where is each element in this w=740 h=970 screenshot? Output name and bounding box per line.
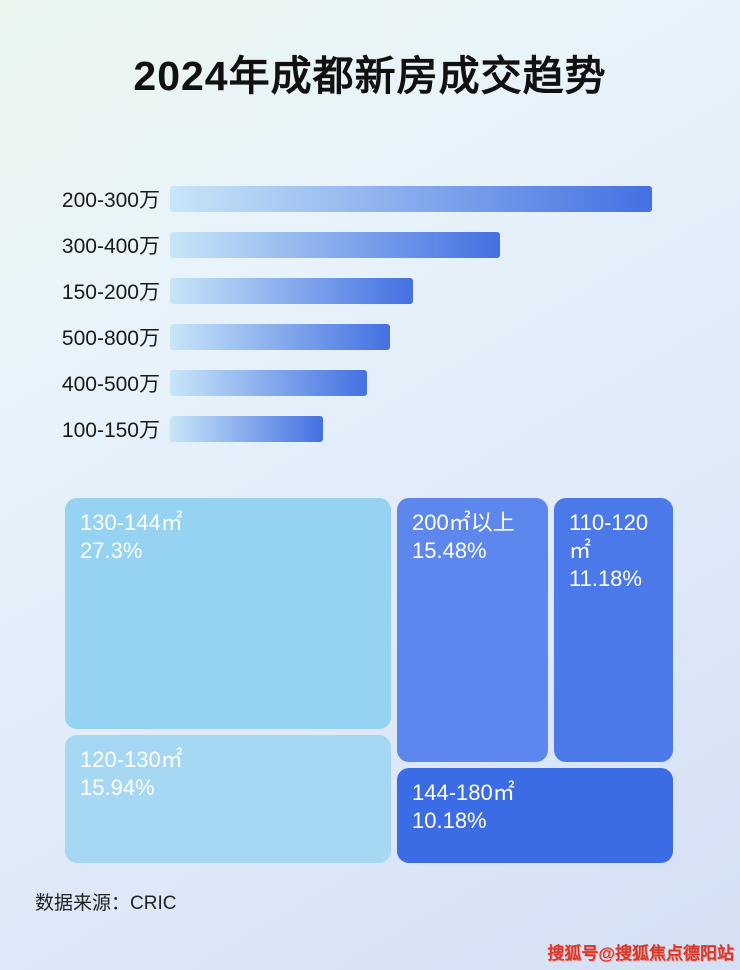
treemap-block-label: 130-144㎡ [80, 510, 183, 535]
treemap-block-label: 200㎡以上 [412, 510, 515, 535]
treemap-block-label: 110-120㎡ [569, 510, 649, 563]
area-treemap: 130-144㎡ 27.3% 120-130㎡ 15.94% 200㎡以上 15… [65, 498, 673, 863]
bar [170, 416, 323, 442]
bar [170, 278, 413, 304]
bar-category-label: 400-500万 [61, 373, 160, 396]
bar-category-label: 200-300万 [61, 189, 160, 212]
price-bar-chart: 200-300万 300-400万 150-200万 500-800万 400-… [30, 186, 652, 462]
treemap-block-120-130: 120-130㎡ 15.94% [65, 735, 391, 863]
bar-row: 300-400万 [30, 232, 652, 258]
treemap-block-label: 120-130㎡ [80, 747, 183, 772]
treemap-block-value: 10.18% [412, 808, 487, 833]
bar-category-label: 150-200万 [61, 281, 160, 304]
watermark-text: 搜狐号@搜狐焦点德阳站 [547, 944, 734, 963]
treemap-block-110-120: 110-120㎡ 11.18% [554, 498, 673, 762]
treemap-block-value: 27.3% [80, 538, 143, 563]
treemap-block-value: 15.94% [80, 775, 155, 800]
data-source-note: 数据来源：CRIC [35, 893, 177, 914]
treemap-block-value: 11.18% [569, 566, 642, 591]
treemap-block-label: 144-180㎡ [412, 780, 515, 805]
treemap-block-144-180: 144-180㎡ 10.18% [397, 768, 673, 863]
bar [170, 324, 390, 350]
bar-category-label: 100-150万 [61, 419, 160, 442]
treemap-block-130-144: 130-144㎡ 27.3% [65, 498, 391, 729]
bar-row: 150-200万 [30, 278, 652, 304]
bar-category-label: 300-400万 [61, 235, 160, 258]
bar [170, 370, 367, 396]
page-title: 2024年成都新房成交趋势 [133, 53, 607, 99]
bar [170, 232, 500, 258]
treemap-block-value: 15.48% [412, 538, 487, 563]
treemap-block-200-plus: 200㎡以上 15.48% [397, 498, 548, 762]
treemap-left-column: 130-144㎡ 27.3% 120-130㎡ 15.94% [65, 498, 391, 863]
treemap-right-column: 200㎡以上 15.48% 110-120㎡ 11.18% 144-180㎡ 1… [397, 498, 673, 863]
bar-row: 200-300万 [30, 186, 652, 212]
treemap-top-row: 200㎡以上 15.48% 110-120㎡ 11.18% [397, 498, 673, 762]
bar-row: 400-500万 [30, 370, 652, 396]
bar-row: 500-800万 [30, 324, 652, 350]
bar [170, 186, 652, 212]
bar-category-label: 500-800万 [61, 327, 160, 350]
bar-row: 100-150万 [30, 416, 652, 442]
